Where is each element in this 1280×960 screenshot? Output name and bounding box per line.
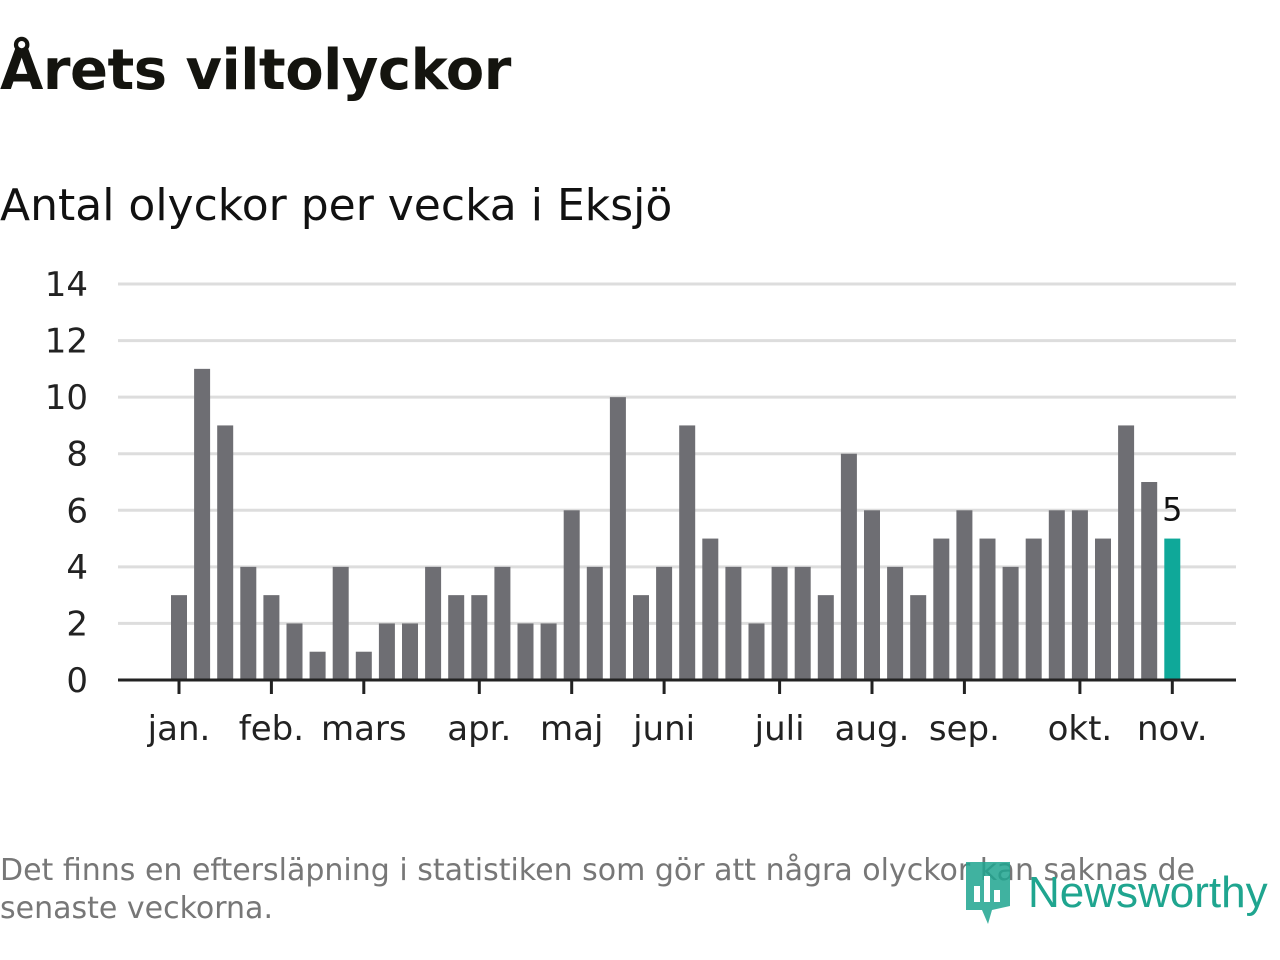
bar [355, 651, 372, 680]
bar [656, 566, 673, 680]
bar [910, 595, 927, 680]
bar [1048, 510, 1065, 680]
bar [748, 623, 765, 680]
bar [979, 538, 996, 680]
bar [956, 510, 973, 680]
bar [332, 566, 349, 680]
x-tick-label: okt. [1048, 709, 1113, 749]
bar [240, 566, 257, 680]
bar [286, 623, 303, 680]
x-tick-label: apr. [447, 709, 511, 749]
bar [309, 651, 326, 680]
bar [378, 623, 395, 680]
bar [1025, 538, 1042, 680]
bar [1071, 510, 1088, 680]
bar [471, 595, 488, 680]
bar [448, 595, 465, 680]
bar-chart: 0 2 4 6 8 10 12 14 5 jan. feb. mars apr. maj juni juli a… [45, 265, 1236, 749]
bar [1002, 566, 1019, 680]
newsworthy-logo-icon [966, 862, 1010, 924]
bar [609, 397, 626, 680]
x-tick-label: maj [540, 709, 603, 749]
y-tick-label: 2 [66, 604, 88, 644]
bar [402, 623, 418, 680]
x-tick-label: nov. [1137, 709, 1208, 749]
bar [702, 538, 719, 680]
bar [1141, 482, 1158, 680]
bar [263, 595, 280, 680]
bar [771, 566, 788, 680]
bar [817, 595, 834, 680]
bar [494, 566, 511, 680]
y-tick-label: 0 [66, 661, 88, 701]
x-tick-label: jan. [147, 709, 211, 749]
bar [194, 368, 211, 680]
x-tick-label: juli [754, 709, 805, 749]
bar [540, 623, 557, 680]
bar [633, 595, 649, 680]
newsworthy-logo: Newsworthy [962, 858, 1268, 928]
bar [563, 510, 580, 680]
bar [171, 595, 187, 680]
bar [679, 425, 696, 680]
y-tick-label: 12 [45, 322, 88, 362]
bar [864, 510, 880, 680]
bar [1095, 538, 1111, 680]
chart-subtitle: Antal olyckor per vecka i Eksjö [0, 180, 673, 231]
bar [794, 566, 811, 680]
x-tick-label: juni [632, 709, 695, 749]
x-tick-label: mars [321, 709, 407, 749]
bar [840, 453, 857, 680]
brand-name: Newsworthy [1028, 868, 1268, 917]
bar [517, 623, 534, 680]
y-tick-label: 14 [45, 265, 88, 305]
y-tick-label: 4 [66, 548, 88, 588]
bar [425, 566, 442, 680]
bar [1118, 425, 1135, 680]
bar [586, 566, 603, 680]
y-tick-label: 10 [45, 378, 88, 418]
chart-title: Årets viltolyckor [0, 38, 511, 103]
highlighted-bar [1164, 538, 1181, 680]
y-tick-label: 8 [66, 435, 88, 475]
x-tick-label: aug. [835, 709, 910, 749]
x-tick-label: sep. [929, 709, 1000, 749]
bar [217, 425, 234, 680]
bar [725, 566, 742, 680]
bar [933, 538, 950, 680]
bar [887, 566, 904, 680]
data-label: 5 [1162, 491, 1182, 529]
y-tick-label: 6 [66, 491, 88, 531]
x-tick-label: feb. [239, 709, 304, 749]
